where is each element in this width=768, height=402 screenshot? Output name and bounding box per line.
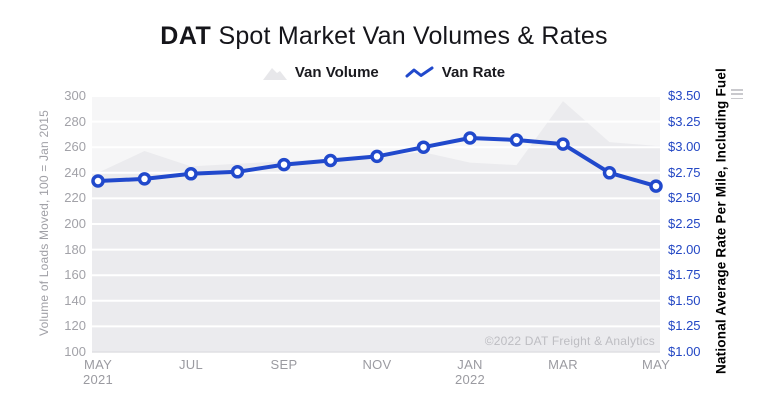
dat-brand-logo: DAT <box>160 22 212 50</box>
right-axis-tick: $3.25 <box>668 113 701 129</box>
x-axis-tick: MAY 2021 <box>82 357 114 387</box>
left-axis-tick: 220 <box>64 190 86 206</box>
right-axis-tick: $1.00 <box>668 344 701 359</box>
van-rate-point-jul-2021[interactable] <box>184 167 198 181</box>
x-axis-tick: MAR <box>548 357 578 372</box>
left-axis-tick: 260 <box>64 139 86 155</box>
legend-item-van-rate[interactable]: Van Rate <box>405 64 505 81</box>
legend-label: Van Rate <box>441 63 506 81</box>
van-rate-point-aug-2021[interactable] <box>230 165 245 179</box>
right-axis-title: National Average Rate Per Mile, Includin… <box>713 67 729 375</box>
right-axis-tick: $2.75 <box>668 164 701 180</box>
left-axis-tick: 240 <box>64 164 86 180</box>
x-axis-tick: NOV <box>362 357 392 372</box>
page-title: DAT Spot Market Van Volumes & Rates <box>0 22 768 51</box>
van-rate-point-nov-2021[interactable] <box>370 149 384 164</box>
van-rate-point-mar-2022[interactable] <box>556 137 570 151</box>
van-rate-point-dec-2021[interactable] <box>416 140 431 154</box>
chart-menu-icon[interactable] <box>731 89 743 99</box>
left-axis-tick: 100 <box>64 344 86 359</box>
line-icon <box>405 66 434 77</box>
left-axis-tick: 140 <box>64 292 86 308</box>
van-rate-point-may-2021[interactable] <box>91 174 105 188</box>
x-axis-tick: JUL <box>178 357 204 372</box>
right-axis-tick: $3.00 <box>668 139 701 155</box>
chart-canvas <box>91 95 663 353</box>
left-axis-tick: 160 <box>64 267 86 283</box>
right-axis-tick: $2.00 <box>668 241 701 257</box>
legend-label: Van Volume <box>294 63 379 81</box>
right-axis-tick: $2.25 <box>668 216 701 231</box>
van-rate-point-jun-2021[interactable] <box>137 172 152 186</box>
copyright-watermark: ©2022 DAT Freight & Analytics <box>484 334 655 348</box>
van-rate-point-feb-2022[interactable] <box>509 133 524 147</box>
x-axis-tick: MAY <box>641 357 671 372</box>
van-volume-area <box>92 101 660 352</box>
left-axis-tick: 120 <box>64 318 86 334</box>
left-axis-title: Volume of Loads Moved, 100 = Jan 2015 <box>37 110 51 336</box>
right-axis-tick: $3.50 <box>668 88 701 103</box>
right-axis-tick: $1.25 <box>668 318 701 334</box>
right-axis-tick: $1.50 <box>668 292 701 308</box>
area-icon <box>262 67 287 80</box>
right-axis-tick: $2.50 <box>668 190 701 206</box>
van-rate-point-apr-2022[interactable] <box>602 166 617 180</box>
right-axis-tick: $1.75 <box>668 267 701 283</box>
van-rate-point-may-2022[interactable] <box>649 179 663 193</box>
legend: Van Volume Van Rate <box>0 61 768 83</box>
x-axis-tick: JAN 2022 <box>454 357 486 387</box>
van-rate-point-sep-2021[interactable] <box>277 157 291 172</box>
x-axis-tick: SEP <box>270 357 298 372</box>
chart-title-text: Spot Market Van Volumes & Rates <box>218 22 608 50</box>
left-axis-tick: 300 <box>64 88 86 103</box>
van-rate-point-jan-2022[interactable] <box>463 131 477 145</box>
left-axis-tick: 280 <box>64 113 86 129</box>
left-axis-tick: 180 <box>64 241 86 257</box>
left-axis-tick: 200 <box>64 216 86 231</box>
van-rate-point-oct-2021[interactable] <box>323 153 338 168</box>
legend-item-van-volume[interactable]: Van Volume <box>262 63 379 81</box>
